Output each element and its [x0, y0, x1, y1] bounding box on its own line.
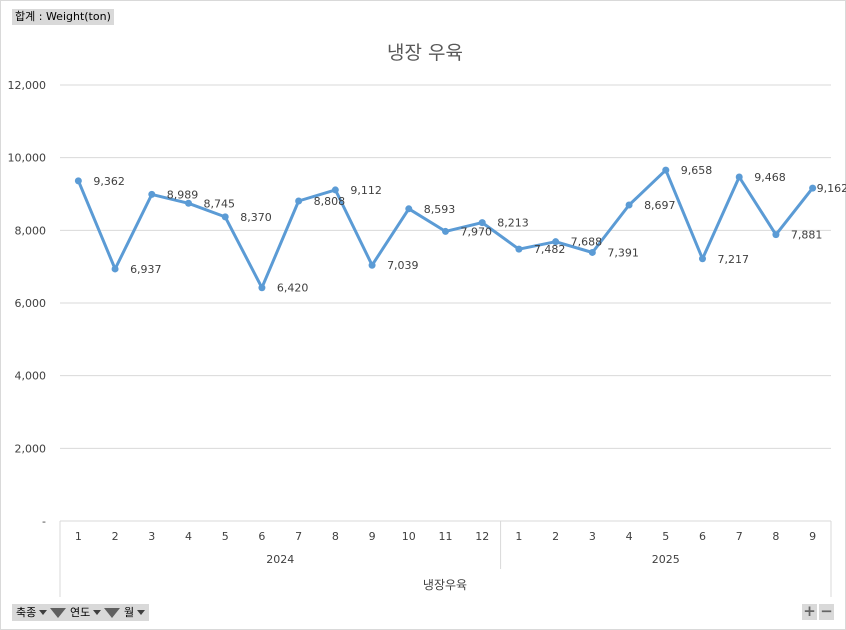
data-label: 8,989: [167, 188, 199, 201]
data-label: 8,808: [314, 195, 346, 208]
y-tick-label: 8,000: [15, 224, 47, 237]
filter-button-species[interactable]: 축종: [12, 604, 71, 621]
data-label: 8,697: [644, 199, 676, 212]
x-tick-label: 4: [626, 530, 633, 543]
filter-button-month[interactable]: 월: [120, 604, 150, 621]
x-tick-label: 5: [662, 530, 669, 543]
data-label: 7,688: [571, 236, 603, 249]
data-label: 9,362: [93, 175, 125, 188]
x-tick-label: 2: [552, 530, 559, 543]
dropdown-arrow-icon: [93, 610, 102, 615]
data-point: [478, 219, 486, 227]
y-tick-label: 2,000: [15, 442, 47, 455]
y-tick-label: 6,000: [15, 297, 47, 310]
x-tick-label: 10: [402, 530, 416, 543]
data-label: 7,217: [718, 253, 750, 266]
data-label: 6,420: [277, 282, 309, 295]
data-point: [185, 199, 192, 207]
data-label: 9,112: [350, 184, 382, 197]
data-label: 8,593: [424, 203, 456, 216]
data-point: [442, 227, 449, 235]
x-tick-label: 1: [75, 530, 82, 543]
data-point: [735, 173, 743, 181]
data-point: [221, 213, 229, 221]
x-tick-label: 12: [475, 530, 489, 543]
data-label: 7,391: [607, 246, 639, 259]
data-point: [772, 231, 780, 239]
expand-field-button[interactable]: +: [802, 602, 817, 620]
x-tick-label: 6: [699, 530, 706, 543]
x-axis-title: 냉장우육: [423, 578, 467, 592]
data-point: [588, 248, 596, 256]
data-point: [74, 177, 82, 185]
data-label: 9,162: [817, 182, 846, 195]
y-tick-label: 12,000: [8, 79, 47, 92]
data-point: [258, 284, 266, 292]
x-tick-label: 11: [439, 530, 453, 543]
data-point: [515, 245, 523, 253]
collapse-field-button[interactable]: −: [819, 602, 834, 620]
x-tick-label: 3: [148, 530, 155, 543]
y-tick-label: -: [42, 515, 46, 528]
y-tick-label: 10,000: [8, 152, 47, 165]
x-tick-label: 7: [736, 530, 743, 543]
value-field-button[interactable]: 합계 : Weight(ton): [12, 9, 114, 25]
chart-title: 냉장 우육: [387, 42, 463, 64]
filter-funnel-icon: [50, 607, 67, 618]
data-point: [368, 261, 376, 269]
dropdown-arrow-icon: [39, 610, 48, 615]
data-point: [699, 255, 706, 263]
filter-label-year: 연도: [70, 606, 91, 619]
data-label: 6,937: [130, 263, 162, 276]
data-label: 9,468: [754, 171, 786, 184]
data-point: [331, 186, 339, 194]
y-tick-label: 4,000: [15, 370, 47, 383]
data-label: 7,482: [534, 243, 566, 256]
x-tick-label: 3: [589, 530, 596, 543]
filter-label-month: 월: [124, 606, 135, 619]
filter-button-year[interactable]: 연도: [66, 604, 125, 621]
data-point: [809, 184, 817, 192]
filter-funnel-icon: [104, 607, 121, 618]
x-tick-label: 8: [332, 530, 339, 543]
x-tick-label: 7: [295, 530, 302, 543]
data-label: 7,881: [791, 229, 823, 242]
x-group-label: 2025: [652, 553, 680, 566]
x-tick-label: 5: [222, 530, 229, 543]
x-tick-label: 6: [258, 530, 265, 543]
x-tick-label: 9: [369, 530, 376, 543]
x-group-label: 2024: [266, 553, 294, 566]
data-point: [111, 265, 119, 273]
dropdown-arrow-icon: [137, 610, 146, 615]
zoom-controls: + −: [802, 604, 834, 620]
x-tick-label: 9: [809, 530, 816, 543]
data-point: [148, 190, 156, 198]
x-tick-label: 4: [185, 530, 192, 543]
data-label: 8,745: [204, 197, 236, 210]
x-tick-label: 8: [772, 530, 779, 543]
data-point: [662, 166, 670, 174]
data-point: [405, 205, 413, 213]
data-point: [552, 238, 560, 246]
data-label: 8,370: [240, 211, 272, 224]
data-point: [295, 197, 303, 205]
data-label: 7,039: [387, 259, 419, 272]
x-tick-label: 2: [112, 530, 119, 543]
data-point: [625, 201, 633, 209]
data-label: 7,970: [461, 225, 493, 238]
data-label: 8,213: [497, 217, 529, 230]
x-tick-label: 1: [515, 530, 522, 543]
data-label: 9,658: [681, 164, 713, 177]
filter-label-species: 축종: [16, 606, 37, 619]
